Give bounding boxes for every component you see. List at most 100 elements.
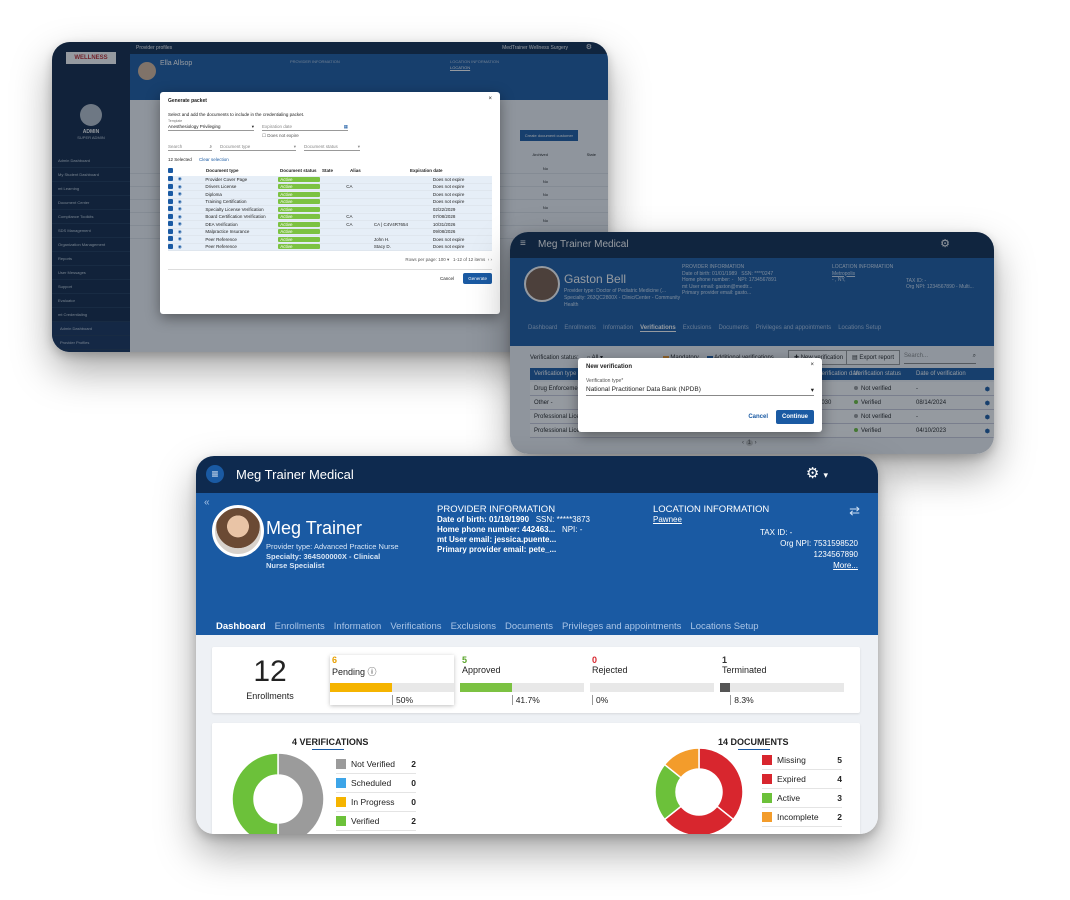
swap-icon[interactable]: ⇄ (849, 503, 860, 518)
shield-icon[interactable]: ⬢ (984, 387, 990, 393)
document-type-select[interactable]: Document type ▾ (220, 144, 296, 151)
not-expire-checkbox[interactable]: ☐ Does not expire (262, 133, 299, 138)
select-all-checkbox[interactable] (168, 168, 178, 176)
tab-enrollments[interactable]: Enrollments (274, 621, 325, 632)
table-row[interactable]: ◉ Malpractice Insurance Active 09/08/2026 (168, 228, 492, 236)
eye-icon[interactable]: ◉ (177, 183, 182, 189)
row-checkbox[interactable] (168, 236, 178, 242)
menu-icon[interactable]: ≡ (520, 238, 526, 249)
create-document-button[interactable]: Create document customer (519, 130, 578, 141)
sidebar-item[interactable]: Compliance Toolkits (52, 210, 130, 224)
tab-exclusions[interactable]: Exclusions (682, 325, 712, 331)
table-row[interactable]: ◉ Specialty License Verification Active 02/… (168, 206, 492, 214)
legend-value: 2 (411, 816, 416, 826)
eye-icon[interactable]: ◉ (177, 228, 182, 234)
table-row[interactable]: ◉ Peer Reference Active John H. Does not exp… (168, 236, 492, 244)
rows-per-page-select[interactable]: 100 (438, 257, 446, 262)
tab-privileges-and-appointments[interactable]: Privileges and appointments (562, 621, 682, 632)
tab-locations-setup[interactable]: Locations Setup (690, 621, 759, 632)
row-checkbox[interactable] (168, 206, 178, 212)
row-checkbox[interactable] (168, 228, 178, 235)
eye-icon[interactable]: ◉ (177, 176, 182, 182)
tab-information[interactable]: Information (603, 325, 634, 331)
shield-icon[interactable]: ⬢ (984, 415, 990, 421)
gear-icon[interactable]: ⚙ (585, 44, 592, 51)
more-link[interactable]: More... (833, 561, 858, 570)
table-row[interactable]: ◉ DEA Verification Active CA CA | C4V4R7654 1… (168, 221, 492, 229)
location-link[interactable]: Metropolis (832, 270, 856, 277)
menu-icon[interactable]: ≡ (206, 465, 224, 483)
tab-verifications[interactable]: Verifications (390, 621, 442, 632)
row-checkbox[interactable] (168, 191, 178, 197)
tab-documents[interactable]: Documents (504, 621, 554, 632)
export-report-button[interactable]: ▤ Export report (846, 350, 901, 365)
collapse-icon[interactable]: « (204, 497, 210, 508)
sidebar-item[interactable]: mt Credentialing (52, 308, 130, 322)
table-row[interactable]: ◉ Peer Reference Active Stacy D. Does not ex… (168, 243, 492, 251)
eye-icon[interactable]: ◉ (177, 213, 182, 219)
shield-icon[interactable]: ⬢ (984, 429, 990, 435)
table-row[interactable]: ◉ Board Certification Verification Active C… (168, 213, 492, 221)
archived-header: Archived (532, 152, 548, 157)
sidebar-item[interactable]: Privileges and appointments (52, 350, 130, 352)
tab-locations-setup[interactable]: Locations Setup (838, 325, 882, 331)
tab-exclusions[interactable]: Exclusions (450, 621, 496, 632)
page-number[interactable]: 1 (745, 440, 754, 446)
search-input[interactable]: Search ⌕ (168, 144, 212, 151)
eye-icon[interactable]: ◉ (177, 243, 182, 249)
eye-icon[interactable]: ◉ (177, 236, 182, 242)
sidebar-item[interactable]: SDS Management (52, 224, 130, 238)
document-status-select[interactable]: Document status ▾ (304, 144, 360, 151)
sidebar-item[interactable]: mt Learning (52, 182, 130, 196)
sidebar-item[interactable]: Support (52, 280, 130, 294)
template-select[interactable]: Template Anesthesiology Privileging ▾ (168, 119, 254, 131)
gear-icon[interactable]: ⚙ (940, 238, 950, 250)
expiration-input[interactable]: Expiration date ▦ (262, 121, 348, 131)
close-icon[interactable]: × (810, 362, 814, 368)
cancel-button[interactable]: Cancel (748, 414, 768, 420)
close-icon[interactable]: × (488, 96, 492, 102)
table-row[interactable]: ◉ Training Certification Active Does not ex… (168, 198, 492, 206)
row-checkbox[interactable] (168, 176, 178, 182)
table-row[interactable]: ◉ Drivers License Active CA Does not expire (168, 183, 492, 191)
generate-button[interactable]: Generate (463, 273, 492, 284)
tab-information[interactable]: Information (333, 621, 382, 632)
tab-dashboard[interactable]: Dashboard (528, 325, 558, 331)
eye-icon[interactable]: ◉ (177, 221, 182, 227)
sidebar-item[interactable]: User Messages (52, 266, 130, 280)
tab-enrollments[interactable]: Enrollments (564, 325, 597, 331)
cancel-button[interactable]: Cancel (439, 276, 454, 281)
location-link[interactable]: Pawnee (653, 515, 682, 524)
sidebar-item[interactable]: Admin Dashboard (52, 154, 130, 168)
continue-button[interactable]: Continue (776, 410, 814, 424)
eye-icon[interactable]: ◉ (177, 191, 182, 197)
sidebar-item[interactable]: Document Center (52, 196, 130, 210)
location-link[interactable]: LOCATION (450, 65, 471, 70)
modal-title: New verification (586, 364, 633, 370)
info-icon[interactable]: ⓘ (365, 667, 377, 677)
tab-documents[interactable]: Documents (718, 325, 749, 331)
row-checkbox[interactable] (168, 243, 178, 250)
row-checkbox[interactable] (168, 221, 178, 227)
sidebar-item[interactable]: Organization Management (52, 238, 130, 252)
sidebar-item[interactable]: Reports (52, 252, 130, 266)
tab-privileges-and-appointments[interactable]: Privileges and appointments (755, 325, 832, 331)
row-checkbox[interactable] (168, 183, 178, 190)
row-checkbox[interactable] (168, 198, 178, 205)
shield-icon[interactable]: ⬢ (984, 401, 990, 407)
legend-value: 0 (411, 778, 416, 788)
table-row[interactable]: ◉ Diploma Active Does not expire (168, 191, 492, 199)
sidebar-item[interactable]: My Student Dashboard (52, 168, 130, 182)
eye-icon[interactable]: ◉ (177, 206, 182, 212)
sidebar-item[interactable]: Admin Dashboard (52, 322, 130, 336)
clear-selection-link[interactable]: Clear selection (199, 157, 229, 162)
search-input[interactable]: Search... ⌕ (904, 350, 976, 364)
table-row[interactable]: ◉ Provider Cover Page Active Does not expir… (168, 176, 492, 184)
sidebar-item[interactable]: Evaluator (52, 294, 130, 308)
sidebar-item[interactable]: Provider Profiles (52, 336, 130, 350)
verification-type-select[interactable]: National Practitioner Data Bank (NPDB) ▾ (586, 384, 814, 396)
gear-icon[interactable]: ⚙ ▾ (805, 465, 828, 482)
eye-icon[interactable]: ◉ (177, 198, 182, 204)
row-checkbox[interactable] (168, 213, 178, 220)
tab-verifications[interactable]: Verifications (640, 325, 676, 332)
